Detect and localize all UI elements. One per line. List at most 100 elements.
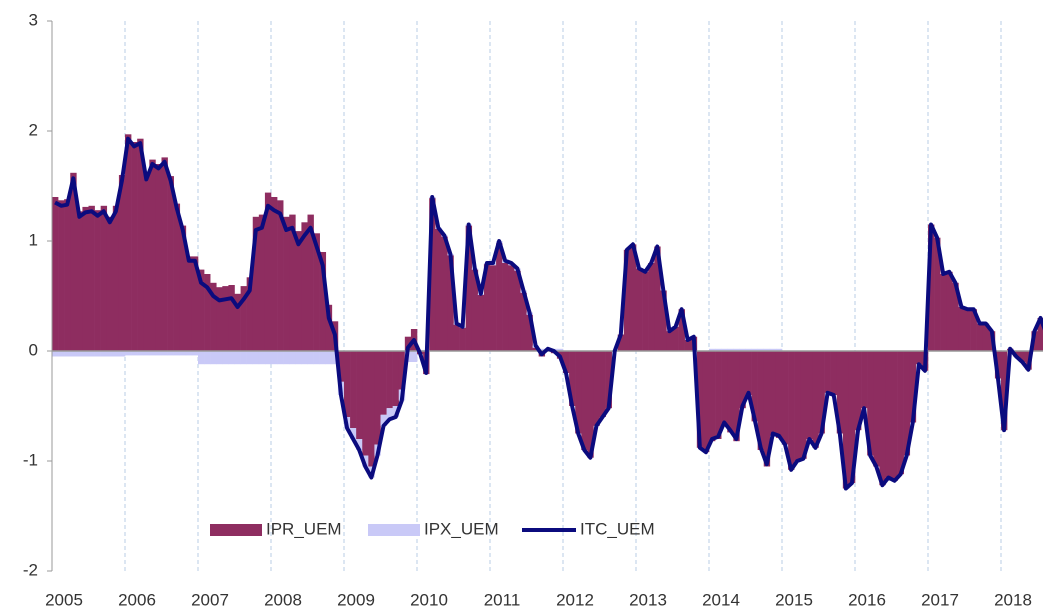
bar — [392, 351, 400, 406]
bar — [289, 351, 296, 365]
bar — [915, 351, 923, 365]
bar — [313, 233, 320, 351]
bar — [271, 351, 278, 365]
bar — [1019, 351, 1026, 362]
bar — [179, 351, 187, 356]
bar — [295, 351, 302, 365]
bar — [629, 244, 637, 351]
bar — [100, 351, 108, 357]
bar — [173, 203, 181, 351]
bar — [636, 268, 643, 351]
bar — [836, 351, 844, 434]
bar — [812, 351, 819, 448]
bar — [204, 351, 211, 365]
x-tick-label: 2015 — [775, 590, 813, 609]
bar — [88, 205, 95, 351]
bar — [794, 351, 801, 461]
bar — [435, 228, 442, 351]
y-tick-label: -1 — [23, 450, 38, 469]
bar — [934, 237, 941, 351]
bar — [386, 408, 393, 420]
bar — [623, 249, 631, 351]
bar — [131, 142, 138, 351]
bar — [258, 351, 266, 365]
bar — [891, 351, 898, 481]
bar — [155, 351, 162, 356]
bar — [502, 263, 509, 351]
bar — [131, 351, 138, 356]
bar — [307, 351, 314, 365]
bar — [477, 294, 485, 351]
bar — [575, 351, 582, 434]
bar — [873, 351, 880, 467]
bar — [404, 336, 412, 351]
bar — [137, 138, 144, 351]
bar — [745, 348, 752, 351]
bar — [958, 307, 965, 351]
bar — [520, 292, 527, 351]
bar — [100, 205, 108, 351]
legend-label: IPR_UEM — [266, 519, 342, 538]
bar — [125, 351, 132, 356]
bar — [155, 164, 162, 351]
bar — [867, 351, 874, 456]
bar — [496, 243, 503, 351]
bar — [210, 351, 217, 365]
y-tick-label: 3 — [29, 10, 38, 29]
bar — [806, 351, 813, 439]
bar — [429, 198, 436, 351]
bar — [970, 309, 977, 351]
bar — [459, 327, 466, 351]
bar — [556, 348, 564, 351]
bar — [775, 351, 783, 438]
bar — [325, 304, 333, 351]
bar — [508, 265, 515, 351]
bar — [64, 199, 71, 351]
bar — [782, 351, 789, 445]
bar — [277, 200, 284, 351]
bar — [301, 222, 308, 351]
legend-label: IPX_UEM — [424, 519, 499, 538]
bar — [185, 351, 193, 356]
bar — [58, 200, 65, 351]
bar — [52, 197, 59, 351]
bar — [112, 351, 120, 357]
bar — [161, 157, 168, 351]
bar — [526, 314, 533, 351]
bar — [252, 216, 260, 351]
bar — [240, 286, 247, 351]
bar — [739, 348, 746, 351]
bar — [982, 323, 990, 351]
bar — [617, 334, 625, 351]
bar — [648, 263, 655, 351]
bar — [751, 351, 758, 422]
bar — [350, 428, 357, 439]
bar — [325, 351, 333, 365]
bar — [654, 246, 661, 351]
bar — [569, 351, 576, 406]
bar — [733, 348, 740, 351]
bar — [447, 255, 454, 351]
bar — [234, 293, 241, 351]
bar — [824, 351, 831, 393]
bar — [751, 348, 758, 351]
bar — [733, 351, 740, 442]
bar — [331, 351, 339, 365]
bar — [769, 348, 777, 351]
bar — [210, 282, 217, 351]
bar — [191, 256, 199, 351]
bar — [483, 264, 491, 351]
x-tick-label: 2018 — [994, 590, 1032, 609]
bar — [216, 351, 223, 365]
bar — [337, 351, 345, 382]
x-tick-label: 2009 — [337, 590, 375, 609]
bar — [696, 351, 704, 448]
bar — [599, 351, 606, 417]
legend-label: ITC_UEM — [580, 519, 655, 538]
bar — [356, 351, 363, 439]
bar — [344, 351, 351, 417]
bar — [246, 277, 254, 351]
bar — [258, 214, 266, 351]
legend-swatch — [210, 524, 262, 536]
